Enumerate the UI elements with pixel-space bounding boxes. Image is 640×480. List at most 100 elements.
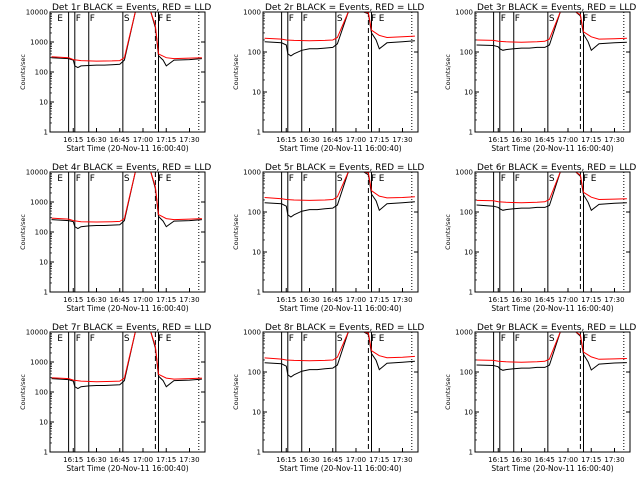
x-tick-label: 17:00 xyxy=(133,456,153,464)
annotation-label-3: F xyxy=(90,174,95,184)
x-tick-label: 17:00 xyxy=(346,456,366,464)
x-tick-label: 16:45 xyxy=(323,136,343,144)
panel-title: Det 8r BLACK = Events, RED = LLD xyxy=(265,323,424,333)
plot-frame xyxy=(474,331,631,453)
y-axis-label: Counts/sec xyxy=(444,374,452,410)
annotation-label-1: F xyxy=(501,14,506,24)
annotation-label-5: E xyxy=(591,14,597,24)
annotation-label-4: S xyxy=(124,14,130,24)
x-tick-label: 17:15 xyxy=(369,456,389,464)
events-series-line xyxy=(51,11,202,69)
annotation-label-1: E xyxy=(57,334,63,344)
y-tick-label: 10 xyxy=(39,259,48,267)
x-tick-label: 17:00 xyxy=(558,456,578,464)
x-tick-label: 17:30 xyxy=(604,456,624,464)
annotation-label-5: E xyxy=(591,174,597,184)
y-tick-label: 1000 xyxy=(243,329,261,337)
annotation-label-1: F xyxy=(289,334,294,344)
events-series-line xyxy=(476,11,627,52)
x-tick-label: 16:30 xyxy=(299,456,319,464)
y-tick-label: 10 xyxy=(464,249,473,257)
events-series-line xyxy=(51,331,202,390)
x-tick-label: 16:30 xyxy=(511,136,531,144)
events-series-line xyxy=(476,171,627,212)
y-tick-label: 1 xyxy=(257,449,261,457)
x-tick-label: 17:00 xyxy=(133,136,153,144)
plot-frame xyxy=(49,331,206,453)
y-tick-label: 1000 xyxy=(455,169,473,177)
x-tick-label: 17:15 xyxy=(156,136,176,144)
x-tick-label: 17:30 xyxy=(604,296,624,304)
panel-title: Det 4r BLACK = Events, RED = LLD xyxy=(52,163,211,173)
y-tick-label: 10 xyxy=(464,89,473,97)
y-axis-label: Counts/sec xyxy=(232,54,240,90)
x-tick-label: 17:30 xyxy=(604,136,624,144)
plot-frame xyxy=(474,11,631,133)
x-tick-label: 17:30 xyxy=(179,136,199,144)
y-tick-label: 100 xyxy=(35,69,48,77)
annotation-label-1: F xyxy=(289,14,294,24)
y-tick-label: 1000 xyxy=(30,39,48,47)
x-tick-label: 16:30 xyxy=(86,136,106,144)
annotation-label-3: S xyxy=(549,14,555,24)
annotation-label-5: E xyxy=(379,334,385,344)
x-tick-label: 16:15 xyxy=(488,456,508,464)
annotation-label-2: F xyxy=(515,334,520,344)
y-tick-label: 100 xyxy=(248,369,261,377)
y-tick-label: 100 xyxy=(460,369,473,377)
plot-frame xyxy=(474,171,631,293)
panel-title: Det 2r BLACK = Events, RED = LLD xyxy=(265,3,424,13)
annotation-label-3: S xyxy=(549,174,555,184)
annotation-label-2: F xyxy=(515,174,520,184)
y-tick-label: 1 xyxy=(469,289,473,297)
x-tick-label: 17:15 xyxy=(156,456,176,464)
x-tick-label: 16:45 xyxy=(535,456,555,464)
y-tick-label: 1000 xyxy=(455,329,473,337)
x-axis-label: Start Time (20-Nov-11 16:00:40) xyxy=(491,464,613,473)
x-tick-label: 16:15 xyxy=(488,296,508,304)
panel-title: Det 6r BLACK = Events, RED = LLD xyxy=(477,163,636,173)
y-tick-label: 1000 xyxy=(30,359,48,367)
x-axis-label: Start Time (20-Nov-11 16:00:40) xyxy=(491,144,613,153)
annotation-label-2: F xyxy=(303,14,308,24)
y-tick-label: 10 xyxy=(39,419,48,427)
annotation-label-3: S xyxy=(337,14,343,24)
y-tick-label: 10000 xyxy=(26,329,48,337)
annotation-label-5: E xyxy=(591,334,597,344)
y-tick-label: 10000 xyxy=(26,9,48,17)
annotation-label-4: F xyxy=(371,334,376,344)
y-axis-label: Counts/sec xyxy=(232,214,240,250)
x-axis-label: Start Time (20-Nov-11 16:00:40) xyxy=(491,304,613,313)
x-axis-label: Start Time (20-Nov-11 16:00:40) xyxy=(279,144,401,153)
y-tick-label: 1 xyxy=(44,449,48,457)
x-axis-label: Start Time (20-Nov-11 16:00:40) xyxy=(66,304,188,313)
panel-title: Det 3r BLACK = Events, RED = LLD xyxy=(477,3,636,13)
annotation-label-2: F xyxy=(303,174,308,184)
y-tick-label: 10000 xyxy=(26,169,48,177)
annotation-label-5: F xyxy=(158,14,163,24)
plot-frame xyxy=(262,331,419,453)
y-tick-label: 1 xyxy=(257,129,261,137)
x-tick-label: 16:30 xyxy=(86,296,106,304)
x-axis-label: Start Time (20-Nov-11 16:00:40) xyxy=(279,464,401,473)
y-tick-label: 1 xyxy=(257,289,261,297)
x-tick-label: 16:15 xyxy=(276,456,296,464)
y-tick-label: 1000 xyxy=(30,199,48,207)
annotation-label-4: F xyxy=(583,334,588,344)
annotation-label-2: F xyxy=(76,174,81,184)
x-tick-label: 16:15 xyxy=(63,136,83,144)
y-tick-label: 1000 xyxy=(243,169,261,177)
x-tick-label: 16:30 xyxy=(511,456,531,464)
annotation-label-6: E xyxy=(166,14,172,24)
annotation-label-2: F xyxy=(76,334,81,344)
panel-title: Det 9r BLACK = Events, RED = LLD xyxy=(477,323,636,333)
y-tick-label: 100 xyxy=(460,49,473,57)
x-tick-label: 16:45 xyxy=(110,296,130,304)
x-tick-label: 16:30 xyxy=(299,136,319,144)
